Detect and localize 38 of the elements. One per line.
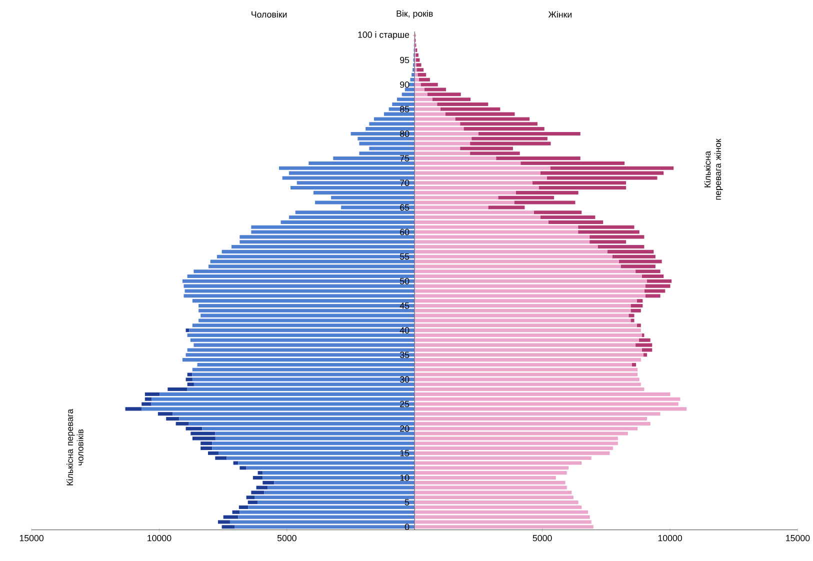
text: Жінки: [548, 10, 572, 18]
bar: [233, 461, 238, 465]
y-tick-label: 0: [404, 524, 410, 530]
x-tick-label: 10000: [658, 534, 682, 542]
y-tick-label: 85: [400, 106, 410, 112]
x-tick-label: 5000: [277, 534, 296, 542]
y-tick-label: 45: [400, 302, 410, 309]
x-tick-label: 10000: [148, 534, 172, 542]
y-tick-label: 65: [400, 204, 410, 210]
x-tick-label: 15000: [786, 534, 810, 542]
x-tick-label: 15000: [20, 534, 44, 542]
y-tick-label: 15: [400, 450, 410, 456]
y-tick-label: 25: [400, 400, 410, 407]
y-tick-label: 100 і старше: [358, 31, 410, 40]
y-tick-label: 70: [400, 180, 410, 186]
y-tick-label: 20: [400, 425, 410, 432]
y-tick-label: 10: [400, 474, 410, 481]
y-tick-label: 35: [400, 352, 410, 358]
bar: [240, 466, 246, 470]
y-tick-label: 95: [400, 56, 410, 63]
annotation: Кількісна перевага жінок: [704, 138, 723, 200]
y-tick-label: 40: [400, 326, 410, 334]
bar: [632, 362, 636, 366]
y-tick-label: 5: [404, 499, 410, 506]
y-axis-title: Вік, років: [396, 10, 433, 18]
x-tick-label: 5000: [532, 534, 552, 542]
annotation: Кількісна перевага чоловіків: [66, 408, 84, 486]
y-tick-label: 30: [400, 376, 410, 382]
y-tick-label: 90: [400, 81, 410, 88]
bar: [636, 323, 641, 327]
y-tick-label: 60: [400, 228, 410, 235]
text: Чоловіки: [252, 10, 287, 18]
y-tick-label: 75: [400, 155, 410, 162]
bar: [168, 387, 188, 391]
y-tick-label: 80: [400, 130, 410, 137]
y-tick-label: 50: [400, 278, 410, 284]
y-tick-label: 55: [400, 253, 410, 260]
bar: [125, 407, 142, 411]
